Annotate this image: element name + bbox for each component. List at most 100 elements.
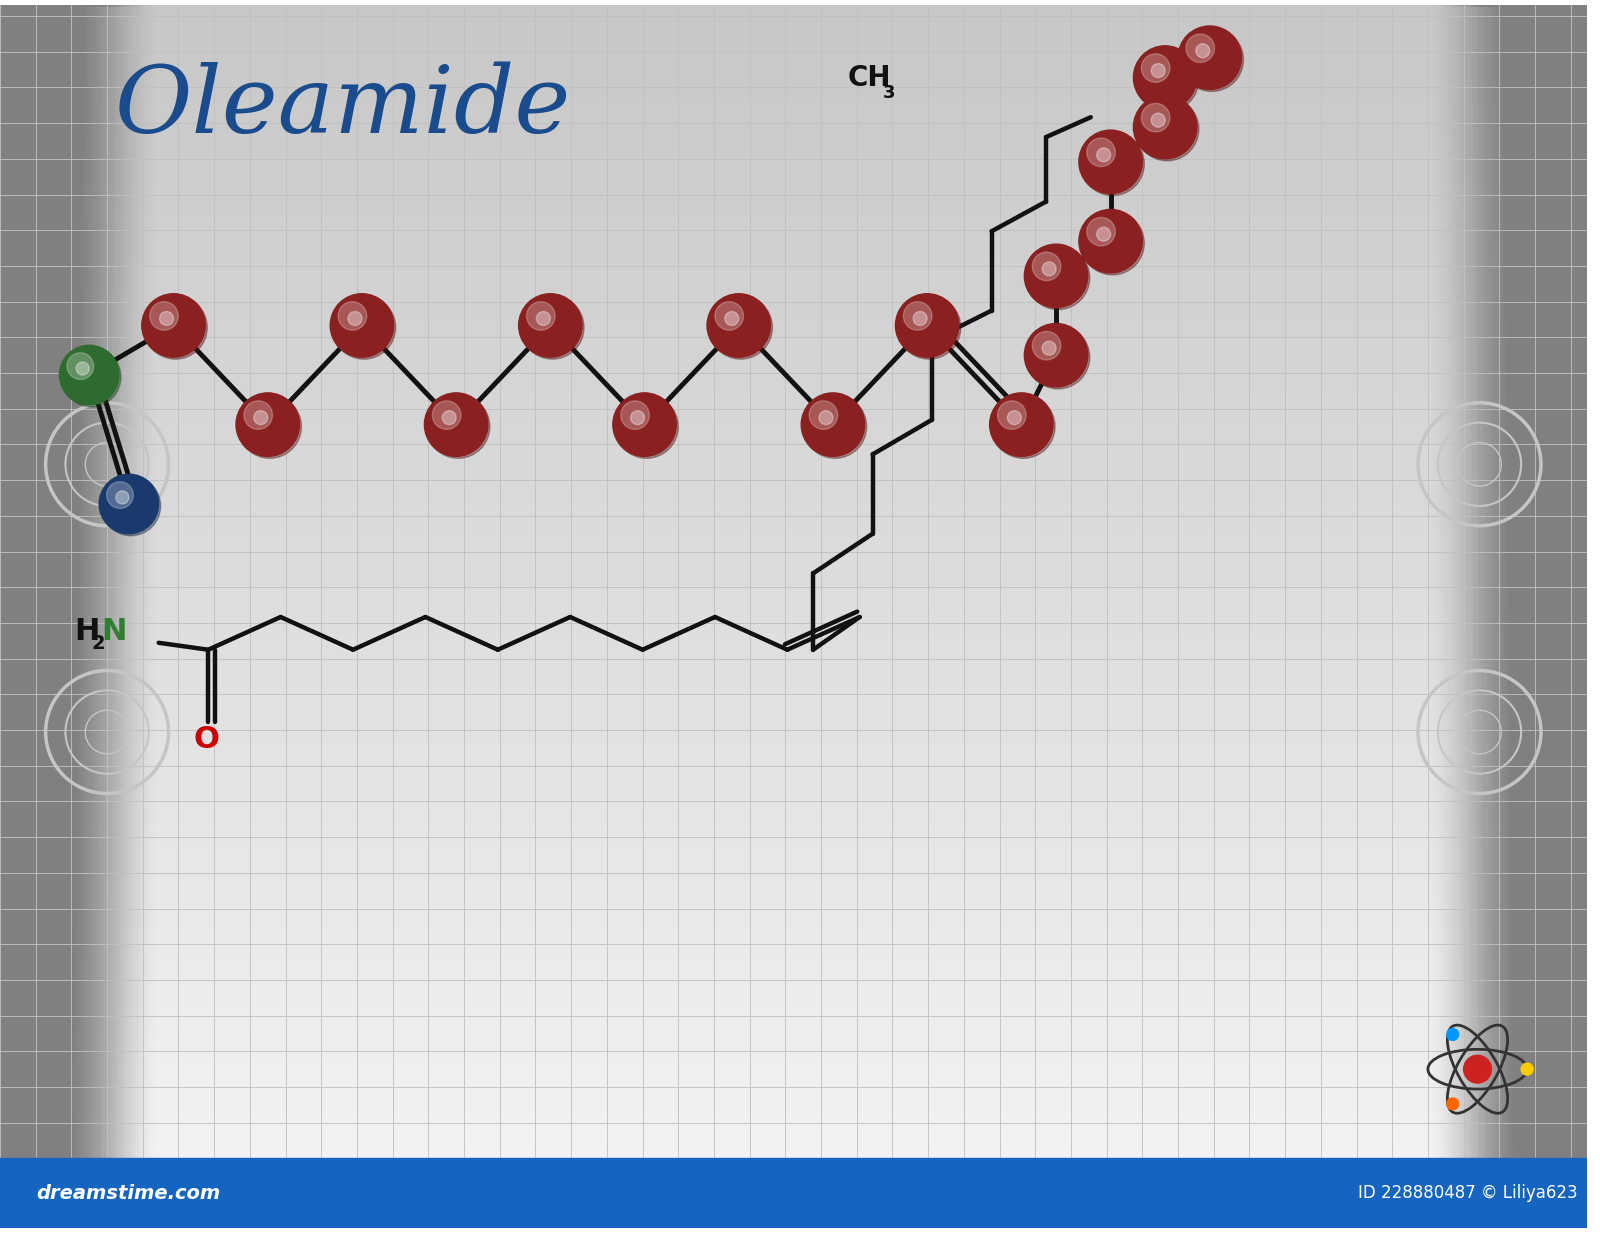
Bar (0, 5, 69, 1228)
Bar (0, 5, 50, 1228)
Bar (0, 5, 155, 1228)
Bar (0, 983, 1587, 990)
Bar (1434, 5, 1587, 1228)
Circle shape (1024, 323, 1088, 387)
Bar (1442, 5, 1587, 1228)
Bar (1491, 5, 1587, 1228)
Bar (1515, 5, 1587, 1228)
Bar (0, 1159, 1587, 1228)
Bar (0, 261, 1587, 269)
Bar (1533, 5, 1587, 1228)
Bar (1582, 5, 1587, 1228)
Bar (0, 567, 1587, 575)
Bar (0, 591, 1587, 599)
Bar (0, 1007, 1587, 1015)
Bar (0, 218, 1587, 226)
Circle shape (997, 401, 1026, 429)
Bar (0, 280, 1587, 287)
Circle shape (338, 302, 366, 330)
Bar (0, 1074, 1587, 1083)
Circle shape (614, 395, 678, 459)
Bar (0, 5, 6, 1228)
Bar (1517, 5, 1587, 1228)
Bar (1477, 5, 1587, 1228)
Bar (0, 53, 1587, 62)
Bar (0, 65, 1587, 74)
Bar (0, 1159, 1587, 1168)
Bar (0, 5, 27, 1228)
Bar (1430, 5, 1587, 1228)
Bar (1557, 5, 1587, 1228)
Bar (0, 432, 1587, 440)
Bar (0, 200, 1587, 208)
Bar (0, 5, 58, 1228)
Bar (0, 72, 1587, 79)
Bar (0, 603, 1587, 612)
Bar (0, 640, 1587, 649)
Bar (1558, 5, 1587, 1228)
Text: 2: 2 (91, 634, 106, 653)
Circle shape (1082, 211, 1144, 275)
Bar (0, 5, 2, 1228)
Bar (0, 5, 61, 1228)
Bar (1456, 5, 1587, 1228)
Bar (0, 909, 1587, 917)
Circle shape (1082, 132, 1144, 196)
Bar (1485, 5, 1587, 1228)
Bar (0, 28, 1587, 37)
Bar (0, 35, 1587, 43)
Bar (0, 5, 134, 1228)
Bar (0, 609, 1587, 618)
Bar (1432, 5, 1587, 1228)
Bar (0, 291, 1587, 300)
Bar (0, 866, 1587, 874)
Bar (1501, 5, 1587, 1228)
Bar (0, 524, 1587, 531)
Circle shape (1024, 244, 1088, 307)
Bar (0, 5, 82, 1228)
Bar (0, 708, 1587, 715)
Circle shape (1522, 1063, 1533, 1075)
Bar (0, 59, 1587, 68)
Bar (1579, 5, 1587, 1228)
Circle shape (77, 363, 90, 375)
Bar (0, 133, 1587, 141)
Bar (0, 1049, 1587, 1058)
Bar (0, 578, 1587, 587)
Bar (0, 5, 139, 1228)
Circle shape (1195, 43, 1210, 58)
Bar (0, 1184, 1587, 1192)
Bar (1568, 5, 1587, 1228)
Bar (0, 5, 3, 1228)
Bar (1554, 5, 1587, 1228)
Bar (0, 10, 1587, 18)
Bar (0, 144, 1587, 153)
Bar (1584, 5, 1587, 1228)
Bar (0, 102, 1587, 110)
Bar (0, 5, 144, 1228)
Bar (0, 371, 1587, 379)
Bar (0, 5, 115, 1228)
Bar (0, 634, 1587, 642)
Bar (0, 181, 1587, 190)
Bar (1546, 5, 1587, 1228)
Bar (0, 1178, 1587, 1186)
Bar (1518, 5, 1587, 1228)
Bar (0, 848, 1587, 856)
Bar (0, 274, 1587, 281)
Bar (0, 396, 1587, 403)
Circle shape (896, 293, 958, 358)
Bar (0, 5, 101, 1228)
Bar (1531, 5, 1587, 1228)
Bar (0, 646, 1587, 655)
Bar (1448, 5, 1587, 1228)
Bar (0, 96, 1587, 104)
Bar (0, 5, 90, 1228)
Bar (1573, 5, 1587, 1228)
Bar (1576, 5, 1587, 1228)
Circle shape (914, 312, 926, 326)
Bar (0, 322, 1587, 330)
Circle shape (237, 393, 299, 456)
Circle shape (1078, 210, 1142, 272)
Bar (0, 5, 99, 1228)
